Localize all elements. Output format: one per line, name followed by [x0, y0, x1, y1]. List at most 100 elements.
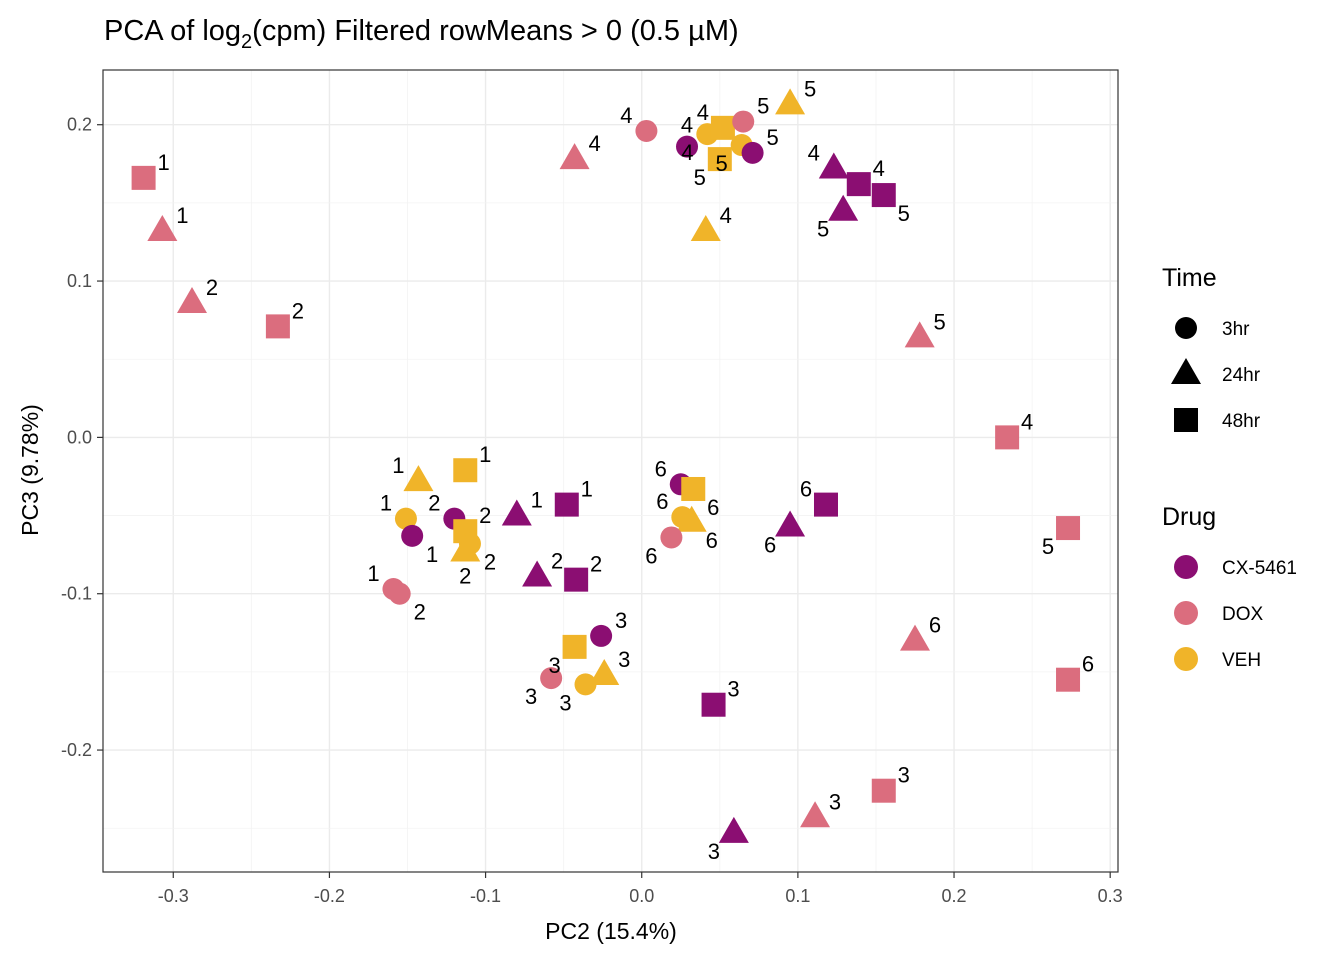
data-point — [676, 135, 699, 158]
y-tick-label: 0.1 — [67, 271, 92, 291]
data-point-label: 6 — [1082, 652, 1094, 677]
data-point-label: 6 — [655, 456, 667, 481]
x-tick-label: 0.1 — [785, 886, 810, 906]
data-point — [265, 314, 290, 339]
data-point-label: 3 — [618, 647, 630, 672]
data-point — [394, 507, 417, 530]
data-point — [660, 526, 683, 549]
data-point — [403, 465, 434, 492]
data-point — [995, 425, 1020, 450]
data-point-label: 3 — [548, 653, 560, 678]
legend-drug-label: CX-5461 — [1222, 558, 1297, 579]
legend-time-label: 3hr — [1222, 319, 1250, 340]
x-tick-label: -0.1 — [470, 886, 501, 906]
data-point — [540, 667, 563, 690]
data-point-label: 3 — [615, 608, 627, 633]
data-point — [813, 492, 838, 517]
grid — [103, 70, 1118, 872]
data-point — [450, 535, 481, 562]
data-point — [701, 692, 726, 717]
y-axis-title: PC3 (9.78%) — [17, 404, 43, 536]
data-point — [1056, 516, 1081, 541]
data-point — [775, 510, 806, 537]
legend-drug-key — [1174, 601, 1198, 625]
data-point-label: 4 — [681, 140, 693, 165]
legend-drug-label: VEH — [1222, 650, 1261, 671]
data-point — [401, 524, 424, 547]
data-point-label: 5 — [817, 217, 829, 242]
data-point — [147, 215, 178, 242]
data-point-label: 1 — [367, 561, 379, 586]
data-point-label: 4 — [697, 100, 709, 125]
data-point — [690, 215, 721, 242]
x-axis-title: PC2 (15.4%) — [545, 918, 677, 944]
data-point-label: 3 — [898, 763, 910, 788]
x-tick-label: 0.0 — [629, 886, 654, 906]
data-point — [589, 659, 620, 686]
data-point — [564, 567, 589, 592]
data-point — [559, 143, 590, 170]
data-point-label: 1 — [581, 477, 593, 502]
data-point — [871, 183, 896, 208]
data-point-label: 1 — [426, 542, 438, 567]
data-point-label: 3 — [829, 789, 841, 814]
data-point-label: 1 — [392, 453, 404, 478]
data-point — [131, 165, 156, 190]
data-point-label: 3 — [525, 684, 537, 709]
data-point-label: 2 — [206, 275, 218, 300]
data-point — [775, 88, 806, 115]
data-point-label: 5 — [1042, 534, 1054, 559]
legend-time-key — [1174, 408, 1198, 432]
data-point — [904, 321, 935, 348]
data-point-label: 1 — [531, 488, 543, 513]
data-point — [818, 152, 849, 179]
data-point-label: 4 — [681, 113, 693, 138]
data-point — [900, 624, 930, 651]
data-point-label: 1 — [157, 150, 169, 175]
legend-drug-key — [1174, 647, 1198, 671]
data-point-label: 5 — [898, 201, 910, 226]
data-point — [676, 505, 707, 532]
legend-time-key — [1175, 317, 1197, 339]
data-point-label: 4 — [808, 140, 820, 165]
data-point-label: 5 — [757, 94, 769, 119]
data-point — [828, 194, 859, 221]
data-point — [732, 110, 755, 133]
data-point — [522, 560, 553, 587]
legend-time-label: 48hr — [1222, 411, 1261, 432]
legend: Time 3hr 24hr 48hr Drug CX-5461 DOX VEH — [1162, 264, 1297, 671]
legend-time-label: 24hr — [1222, 365, 1261, 386]
x-tick-label: 0.3 — [1098, 886, 1123, 906]
axes: -0.3 -0.2 -0.1 0.0 0.1 0.2 0.3 -0.2 -0.1 0.0 0.1 0.… — [61, 115, 1123, 906]
x-tick-label: -0.2 — [314, 886, 345, 906]
data-point — [574, 673, 597, 696]
data-point-label: 4 — [873, 156, 885, 181]
data-point-label: 2 — [459, 564, 471, 589]
y-tick-label: 0.0 — [67, 427, 92, 447]
data-point — [681, 476, 706, 501]
data-point — [1056, 667, 1081, 692]
data-point-label: 3 — [727, 677, 739, 702]
legend-drug-label: DOX — [1222, 604, 1264, 625]
x-tick-label: -0.3 — [158, 886, 189, 906]
data-point — [501, 499, 532, 526]
y-tick-label: -0.2 — [61, 740, 92, 760]
data-point-label: 3 — [559, 690, 571, 715]
data-point — [453, 458, 478, 483]
data-point-label: 2 — [551, 549, 563, 574]
legend-drug-title: Drug — [1162, 503, 1216, 531]
data-point — [741, 141, 764, 164]
chart-title: PCA of log2(cpm) Filtered rowMeans > 0 (… — [104, 15, 739, 53]
data-point-label: 2 — [428, 491, 440, 516]
data-point-label: 4 — [720, 203, 732, 228]
data-point-label: 2 — [590, 552, 602, 577]
data-points — [131, 88, 1081, 843]
data-point — [388, 582, 411, 605]
data-point-label: 6 — [706, 528, 718, 553]
data-point — [846, 172, 871, 197]
data-point — [562, 634, 587, 659]
data-point-label: 5 — [804, 76, 816, 101]
data-point-label: 1 — [479, 442, 491, 467]
